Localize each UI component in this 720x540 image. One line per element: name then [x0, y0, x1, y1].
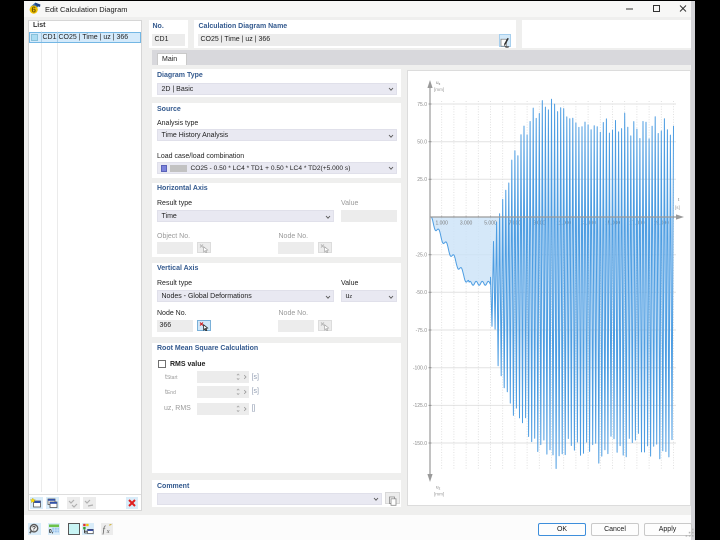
svg-text:uz: uz [436, 80, 441, 86]
svg-text:x: x [105, 528, 109, 535]
svg-text:t: t [678, 197, 680, 202]
svg-text:-25.0: -25.0 [416, 253, 428, 259]
svg-text:3.000: 3.000 [460, 221, 473, 227]
svg-text:75.0: 75.0 [417, 102, 427, 108]
svg-text:-75.0: -75.0 [416, 328, 428, 334]
svg-text:5.000: 5.000 [484, 221, 497, 227]
svg-text:f: f [102, 524, 106, 534]
svg-text:[mm]: [mm] [434, 492, 444, 497]
svg-text:1.000: 1.000 [435, 221, 448, 227]
svg-text:uz: uz [436, 485, 441, 491]
svg-text:6: 6 [31, 6, 36, 14]
svg-text:[s]: [s] [675, 205, 680, 210]
svg-text:-50.0: -50.0 [416, 290, 428, 296]
svg-text:-125.0: -125.0 [413, 403, 427, 409]
svg-text:0,: 0, [48, 528, 53, 534]
svg-text:?: ? [32, 525, 36, 532]
svg-text:[mm]: [mm] [434, 87, 444, 92]
svg-text:-100.0: -100.0 [413, 366, 427, 372]
svg-text:25.0: 25.0 [417, 177, 427, 183]
svg-text:50.0: 50.0 [417, 140, 427, 146]
svg-text:-150.0: -150.0 [413, 441, 427, 447]
